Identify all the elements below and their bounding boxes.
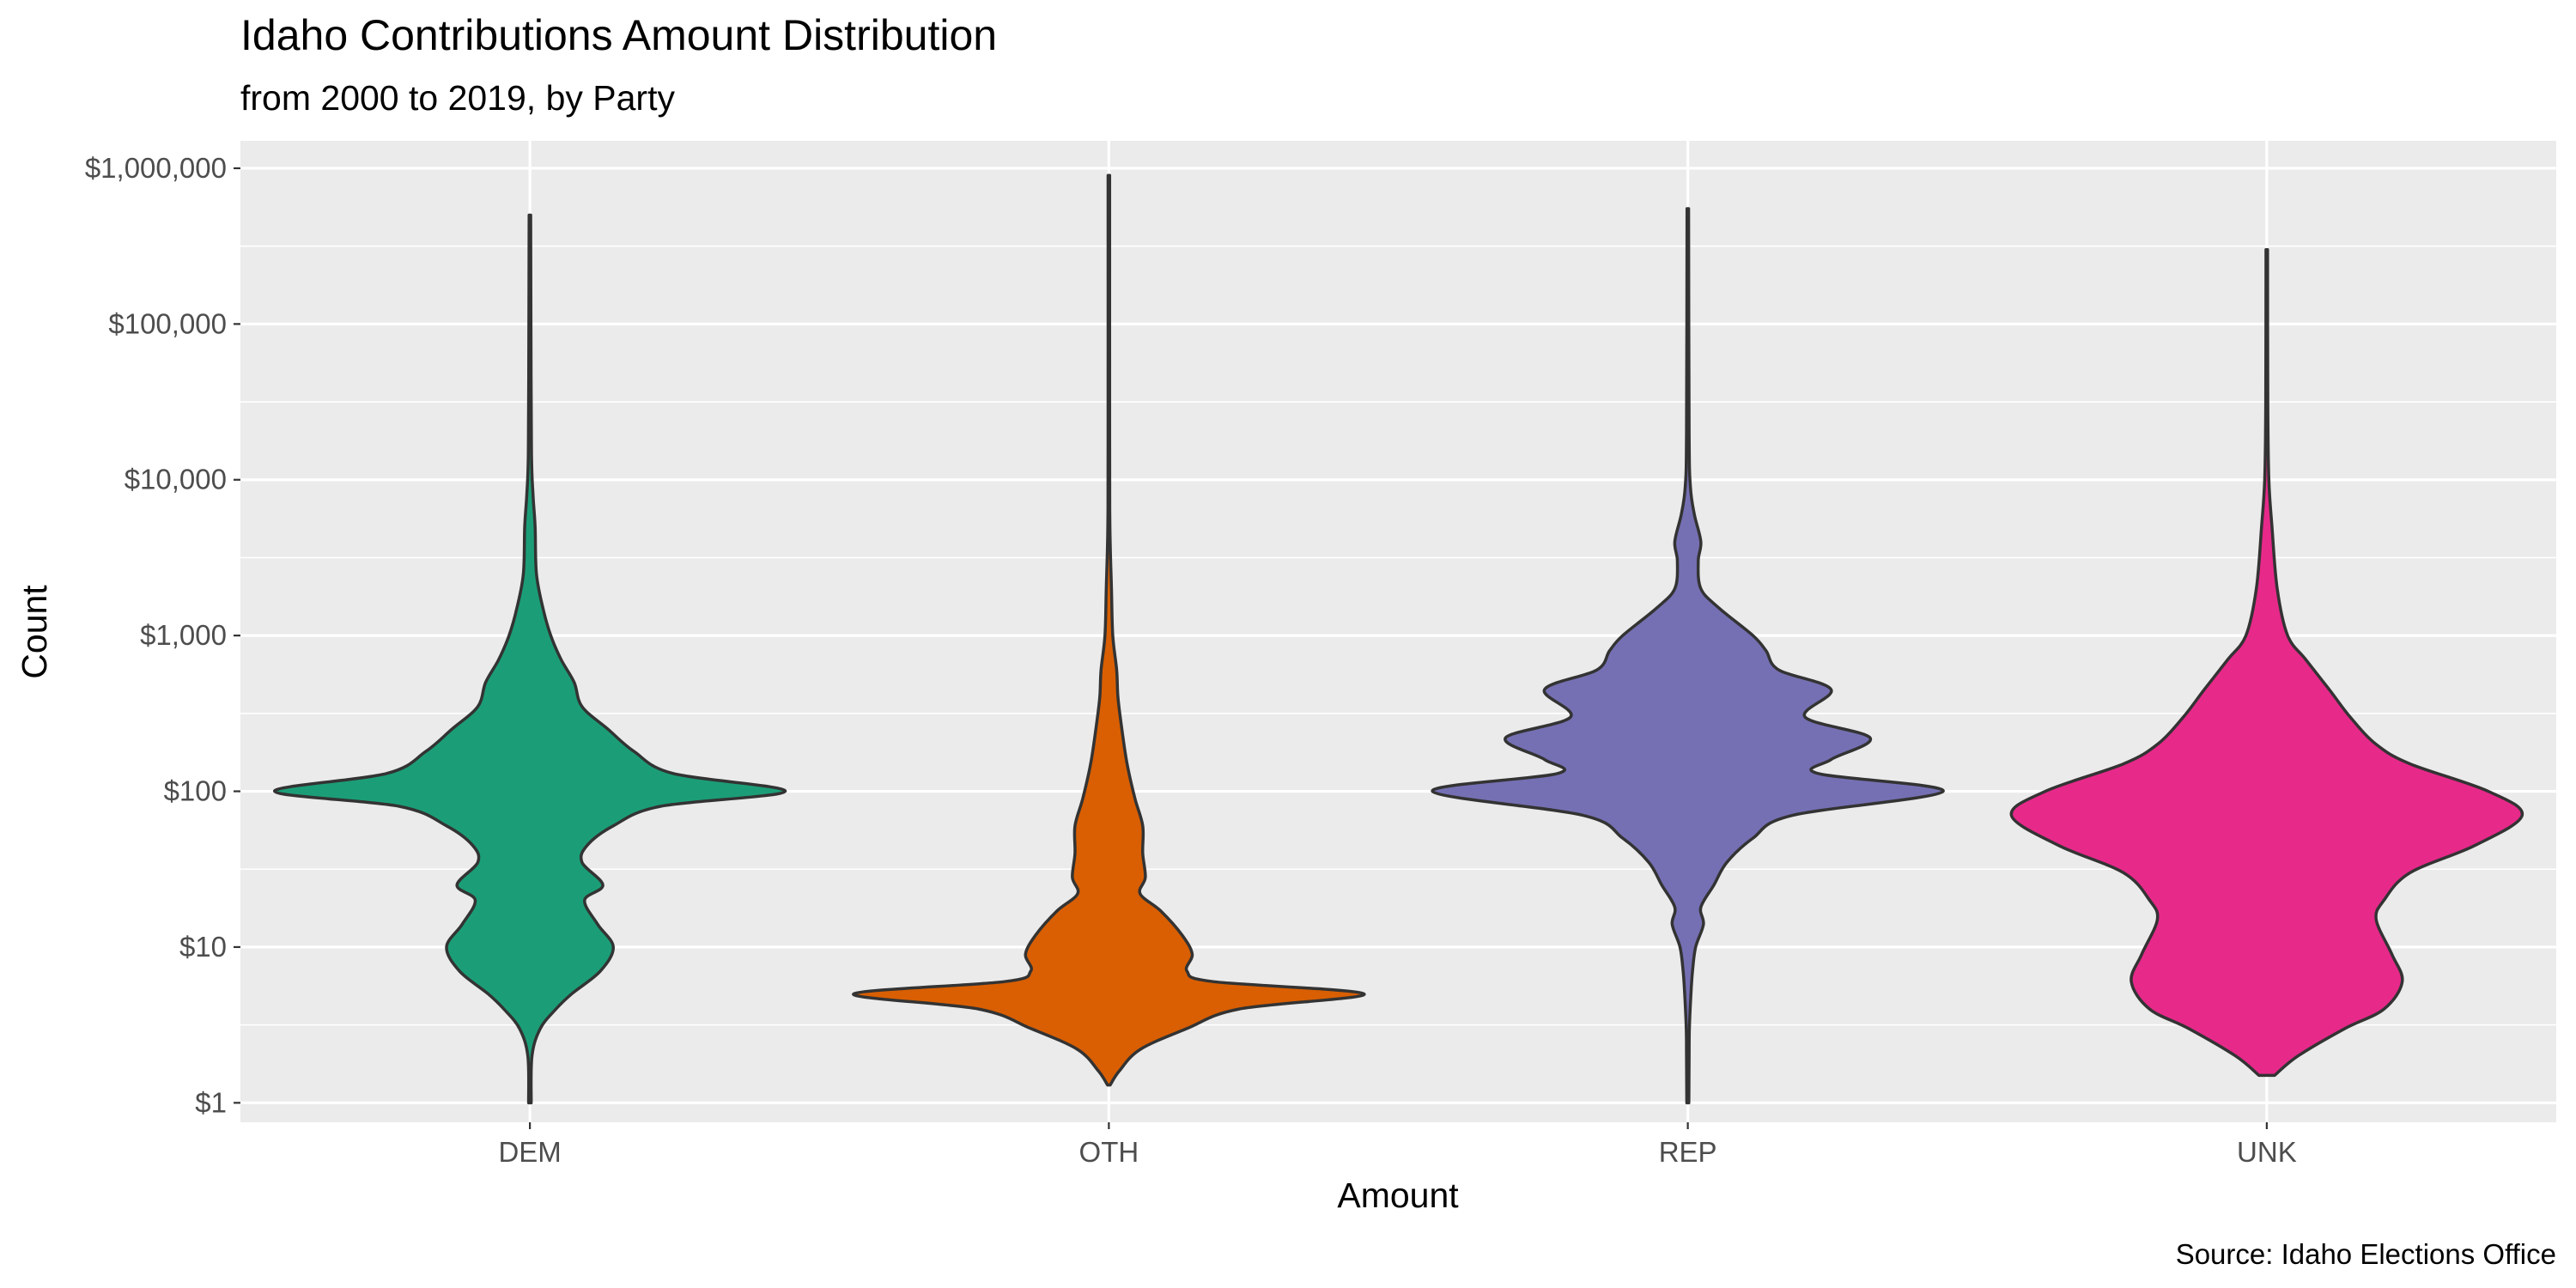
x-tick-label: REP — [1659, 1136, 1717, 1168]
y-tick-label: $10,000 — [125, 464, 227, 495]
x-tick-label: OTH — [1079, 1136, 1139, 1168]
y-tick-label: $1 — [195, 1086, 227, 1118]
violin-rep — [1431, 207, 1945, 1105]
x-tick-label: DEM — [498, 1136, 561, 1168]
violin-oth — [852, 173, 1366, 1087]
chart-title: Idaho Contributions Amount Distribution — [240, 11, 997, 59]
y-axis: $1 $10 $100 $1,000 $10,000 $100,000 $1,000,000 — [85, 152, 240, 1118]
violin-dem — [273, 213, 787, 1105]
chart-caption: Source: Idaho Elections Office — [2176, 1238, 2556, 1270]
chart-subtitle: from 2000 to 2019, by Party — [240, 78, 675, 118]
x-axis: DEM OTH REP UNK — [498, 1122, 2297, 1168]
x-tick-label: UNK — [2237, 1136, 2297, 1168]
y-tick-label: $1,000,000 — [85, 152, 227, 184]
x-axis-title: Amount — [1337, 1176, 1459, 1215]
violin-unk — [2009, 248, 2524, 1078]
y-tick-label: $1,000 — [140, 619, 227, 651]
violins — [273, 173, 2524, 1105]
grid-minor — [240, 245, 2556, 1026]
y-axis-title: Count — [15, 585, 54, 679]
y-tick-label: $100,000 — [108, 307, 227, 339]
y-tick-label: $100 — [164, 775, 227, 807]
y-tick-label: $10 — [179, 931, 227, 963]
